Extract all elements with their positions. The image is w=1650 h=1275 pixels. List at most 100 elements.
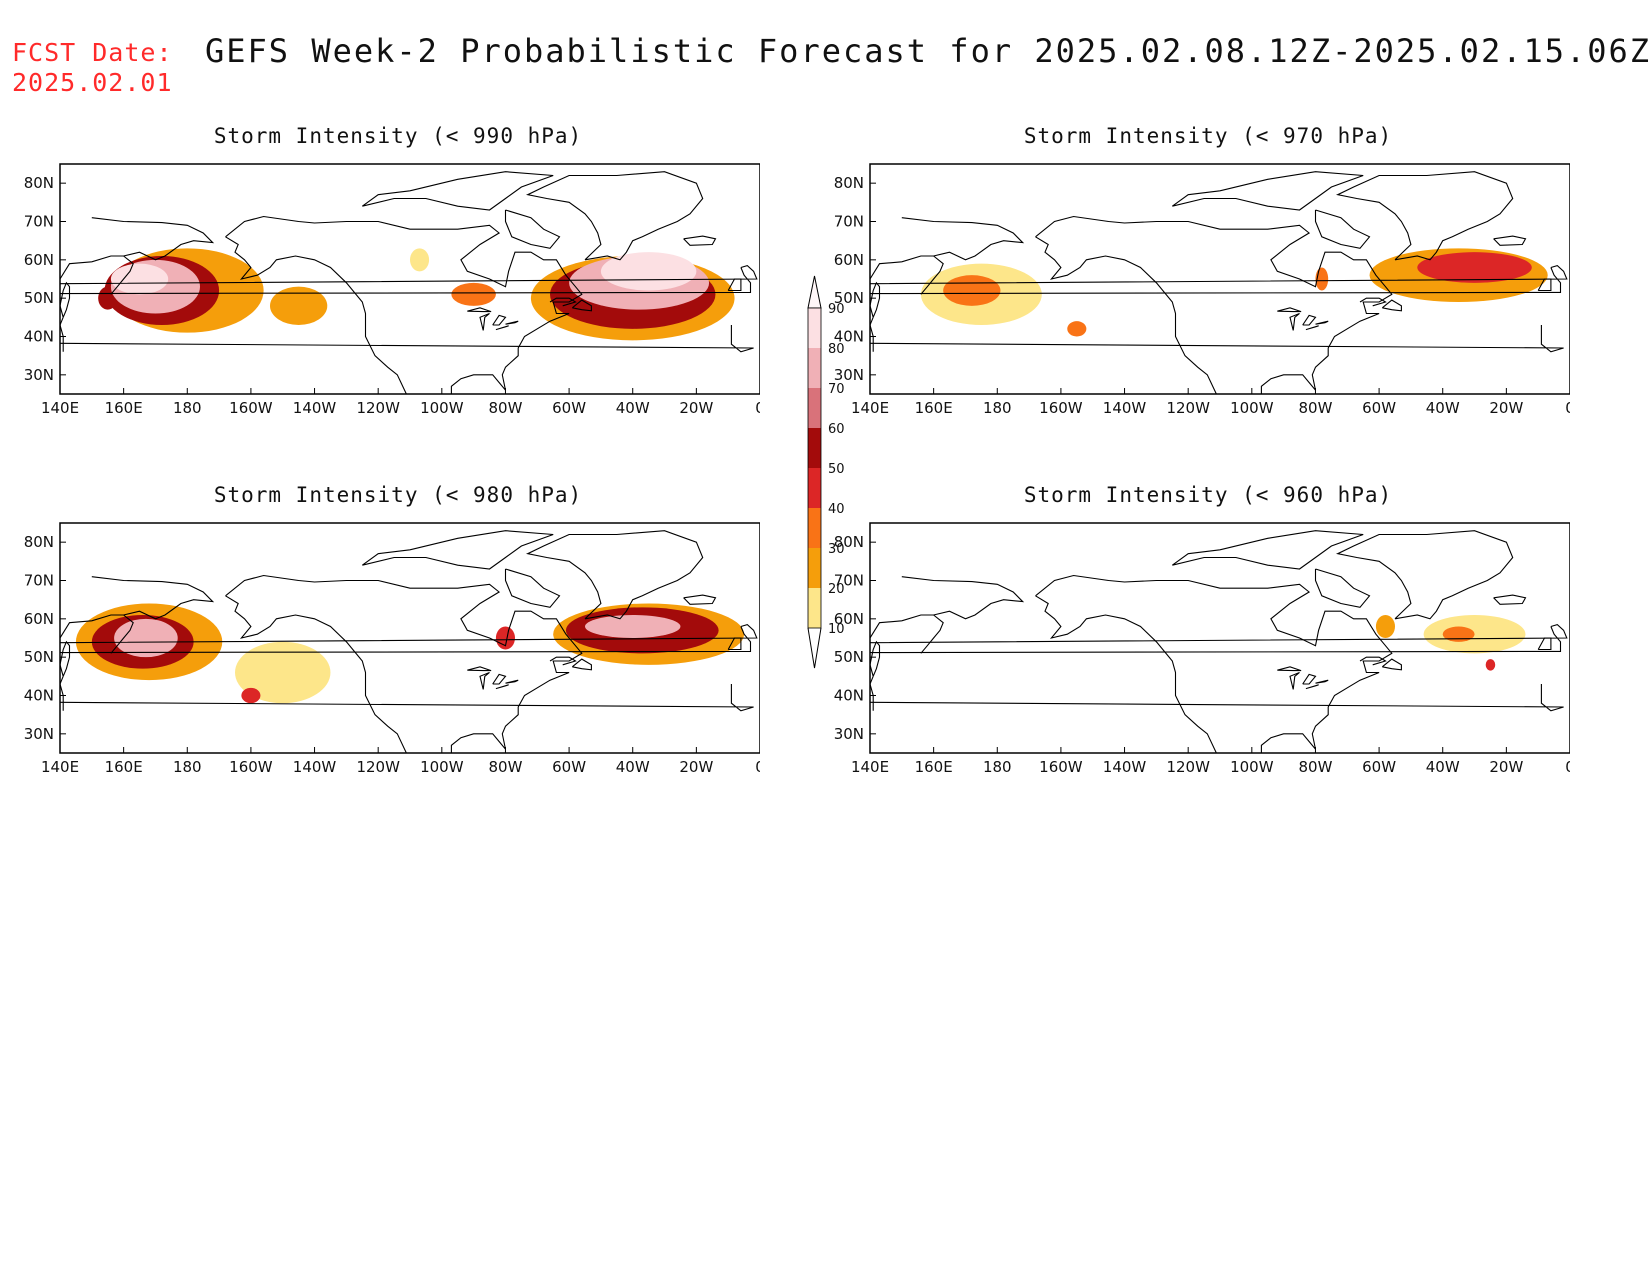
coastline-11: [1537, 278, 1552, 292]
lon-tick-label: 100W: [1230, 399, 1274, 416]
colorbar-segment: [808, 548, 821, 588]
coastline-16: [492, 673, 507, 685]
lon-tick-label: 100W: [1230, 758, 1274, 775]
coastline-8: [870, 676, 874, 711]
coastline-1: [1035, 595, 1262, 753]
lon-tick-label: 120W: [356, 399, 400, 416]
coastline-20: [571, 658, 592, 671]
lat-tick-label: 70N: [834, 213, 864, 231]
lat-tick-label: 80N: [834, 533, 864, 551]
colorbar-label: 20: [828, 582, 845, 597]
coastline-8: [870, 317, 874, 352]
probability-region-8: [585, 615, 681, 638]
colorbar-label: 60: [828, 422, 845, 437]
lat-tick-label: 80N: [24, 533, 54, 551]
lon-tick-label: 80W: [1298, 399, 1332, 416]
lon-tick-label: 160E: [105, 399, 143, 416]
lon-tick-label: 20W: [679, 399, 713, 416]
colorbar-segment: [808, 308, 821, 348]
coastline-15: [479, 312, 490, 331]
coastline-17: [1305, 325, 1319, 331]
coastline-17: [495, 325, 509, 331]
lat-tick-label: 80N: [24, 174, 54, 192]
coastline-4: [1314, 568, 1371, 608]
colorbar-segment: [808, 508, 821, 548]
map-frame: [59, 522, 760, 754]
probability-region-2: [1442, 626, 1475, 642]
lon-tick-label: 60W: [552, 758, 586, 775]
lat-tick-label: 40N: [834, 687, 864, 705]
forecast-date-label: FCST Date:: [12, 38, 173, 67]
map-panel-990: Storm Intensity (< 990 hPa) 140E 160E 180 1…: [0, 124, 760, 416]
coastline-10: [870, 623, 1568, 654]
colorbar-label: 90: [828, 302, 845, 317]
coastline-2: [1335, 171, 1514, 261]
coastline-3: [1171, 171, 1364, 211]
coastline-14: [467, 666, 492, 672]
lon-tick-label: 0: [1565, 399, 1570, 416]
lon-tick-label: 140E: [41, 758, 79, 775]
coastline-12: [870, 325, 1564, 353]
coastline-16: [492, 314, 507, 326]
coastline-4: [504, 209, 561, 249]
panel-title: Storm Intensity (< 960 hPa): [1023, 483, 1393, 507]
coastline-6: [920, 614, 944, 654]
lat-tick-label: 50N: [834, 289, 864, 307]
colorbar-segment: [808, 428, 821, 468]
coastline-12: [870, 684, 1564, 712]
lon-tick-label: 140E: [41, 399, 79, 416]
lon-tick-label: 180: [983, 399, 1012, 416]
probability-region-0: [235, 641, 331, 704]
lon-tick-label: 120W: [1166, 399, 1210, 416]
storm-probability-map-990: 140E 160E 180 160W 140W 120W 100W 80W 60W 40W 20W 0…: [24, 163, 760, 416]
coastline-9: [683, 594, 717, 605]
coastline-6: [110, 255, 134, 295]
coastline-19: [1359, 656, 1387, 666]
lon-tick-label: 20W: [1489, 399, 1523, 416]
coastline-1: [225, 595, 452, 753]
lon-tick-label: 120W: [356, 758, 400, 775]
coastline-4: [1314, 209, 1371, 249]
colorbar-segment: [808, 348, 821, 388]
coastline-9: [1493, 594, 1527, 605]
probability-region-1: [1375, 615, 1395, 638]
lon-tick-label: 160E: [915, 399, 953, 416]
lat-tick-label: 40N: [834, 328, 864, 346]
lat-tick-label: 60N: [24, 610, 54, 628]
coastline-12: [60, 325, 754, 353]
storm-probability-map-980: 140E 160E 180 160W 140W 120W 100W 80W 60W 40W 20W 0…: [24, 522, 760, 775]
colorbar-outline: [807, 307, 822, 629]
coastline-11: [1537, 637, 1552, 651]
coastline-5: [60, 576, 215, 639]
lon-tick-label: 60W: [552, 399, 586, 416]
map-frame: [869, 163, 1570, 395]
coastline-15: [1289, 671, 1300, 690]
colorbar-label: 50: [828, 462, 845, 477]
coastline-20: [1381, 299, 1402, 312]
coastline-20: [571, 299, 592, 312]
forecast-date-value: 2025.02.01: [12, 68, 173, 97]
lon-tick-label: 100W: [420, 758, 464, 775]
coastline-19: [1359, 297, 1387, 307]
lon-tick-label: 60W: [1362, 758, 1396, 775]
lat-tick-label: 50N: [24, 648, 54, 666]
lat-tick-label: 60N: [834, 610, 864, 628]
lon-tick-label: 160E: [915, 758, 953, 775]
probability-region-4: [451, 282, 496, 306]
coastline-5: [60, 217, 215, 280]
coastline-1: [1035, 236, 1262, 394]
coastline-16: [1302, 673, 1317, 685]
lat-tick-label: 30N: [834, 725, 864, 743]
lon-tick-label: 160W: [1039, 758, 1083, 775]
page-title: GEFS Week-2 Probabilistic Forecast for 2…: [205, 32, 1650, 70]
probability-region-3: [1067, 321, 1087, 337]
coastline-2: [1335, 530, 1514, 620]
lon-tick-label: 160W: [229, 758, 273, 775]
lon-tick-label: 40W: [616, 758, 650, 775]
map-frame: [59, 163, 760, 395]
lon-tick-label: 60W: [1362, 399, 1396, 416]
coastline-6: [110, 614, 134, 654]
lon-tick-label: 0: [755, 758, 760, 775]
lat-tick-label: 30N: [24, 366, 54, 384]
colorbar-label: 10: [828, 622, 845, 637]
